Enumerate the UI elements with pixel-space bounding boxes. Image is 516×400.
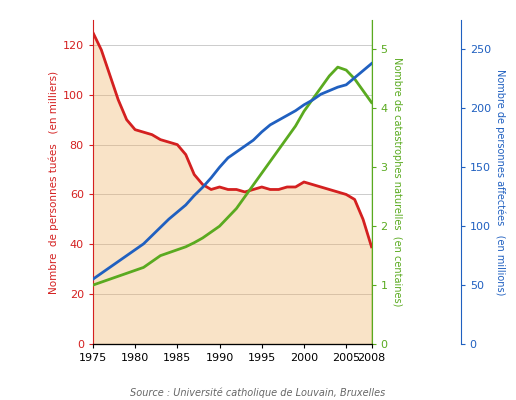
Y-axis label: Nombre de personnes affectées   (en millions): Nombre de personnes affectées (en millio… [495,69,506,295]
Y-axis label: Nombre de catastrophes naturelles  (en centaines): Nombre de catastrophes naturelles (en ce… [392,57,402,307]
Y-axis label: Nombre  de personnes tuées   (en milliers): Nombre de personnes tuées (en milliers) [48,70,58,294]
Text: Source : Université catholique de Louvain, Bruxelles: Source : Université catholique de Louvai… [131,388,385,398]
